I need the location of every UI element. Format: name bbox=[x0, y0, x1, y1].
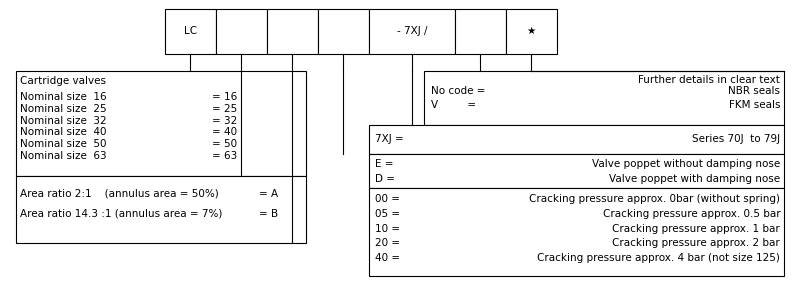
Text: No code =: No code = bbox=[431, 86, 486, 96]
Bar bbox=[369, 125, 784, 153]
Text: Nominal size  63: Nominal size 63 bbox=[20, 151, 106, 161]
Text: 10 =: 10 = bbox=[375, 224, 400, 233]
Bar bbox=[455, 9, 506, 54]
Text: = 40: = 40 bbox=[212, 128, 237, 137]
Bar bbox=[369, 9, 455, 54]
Bar bbox=[165, 9, 216, 54]
Text: Valve poppet without damping nose: Valve poppet without damping nose bbox=[592, 159, 780, 169]
Text: Nominal size  50: Nominal size 50 bbox=[20, 139, 106, 149]
Text: Valve poppet with damping nose: Valve poppet with damping nose bbox=[609, 173, 780, 184]
Bar bbox=[216, 9, 266, 54]
Text: = 50: = 50 bbox=[212, 139, 237, 149]
Text: Series 70J  to 79J: Series 70J to 79J bbox=[692, 134, 780, 144]
Text: D =: D = bbox=[375, 173, 395, 184]
Text: = 63: = 63 bbox=[212, 151, 237, 161]
Text: Cracking pressure approx. 2 bar: Cracking pressure approx. 2 bar bbox=[613, 238, 780, 248]
Text: FKM seals: FKM seals bbox=[729, 100, 780, 110]
Text: Nominal size  32: Nominal size 32 bbox=[20, 115, 106, 126]
Text: Nominal size  40: Nominal size 40 bbox=[20, 128, 106, 137]
Text: 05 =: 05 = bbox=[375, 209, 400, 219]
Text: Cracking pressure approx. 4 bar (not size 125): Cracking pressure approx. 4 bar (not siz… bbox=[538, 253, 780, 263]
Text: Cracking pressure approx. 1 bar: Cracking pressure approx. 1 bar bbox=[613, 224, 780, 233]
Text: 7XJ =: 7XJ = bbox=[375, 134, 404, 144]
Bar bbox=[506, 9, 557, 54]
Bar bbox=[423, 71, 784, 125]
Text: 20 =: 20 = bbox=[375, 238, 400, 248]
Text: = 32: = 32 bbox=[212, 115, 237, 126]
Text: = A: = A bbox=[259, 189, 278, 199]
Text: Nominal size  16: Nominal size 16 bbox=[20, 92, 106, 102]
Text: Nominal size  25: Nominal size 25 bbox=[20, 104, 106, 114]
Text: Area ratio 14.3 :1 (annulus area = 7%): Area ratio 14.3 :1 (annulus area = 7%) bbox=[20, 209, 222, 219]
Text: 00 =: 00 = bbox=[375, 194, 400, 204]
Text: = 25: = 25 bbox=[212, 104, 237, 114]
Text: 40 =: 40 = bbox=[375, 253, 400, 263]
Bar bbox=[16, 176, 306, 243]
Text: Area ratio 2:1    (annulus area = 50%): Area ratio 2:1 (annulus area = 50%) bbox=[20, 189, 218, 199]
Text: Cracking pressure approx. 0bar (without spring): Cracking pressure approx. 0bar (without … bbox=[530, 194, 780, 204]
Text: LC: LC bbox=[184, 26, 197, 36]
Bar bbox=[369, 153, 784, 188]
Text: Cracking pressure approx. 0.5 bar: Cracking pressure approx. 0.5 bar bbox=[602, 209, 780, 219]
Text: = 16: = 16 bbox=[212, 92, 237, 102]
Text: ★: ★ bbox=[526, 26, 536, 36]
Text: NBR seals: NBR seals bbox=[728, 86, 780, 96]
Text: - 7XJ /: - 7XJ / bbox=[397, 26, 427, 36]
Bar bbox=[318, 9, 369, 54]
Bar bbox=[266, 9, 318, 54]
Bar bbox=[369, 188, 784, 276]
Bar bbox=[16, 71, 306, 176]
Text: = B: = B bbox=[259, 209, 278, 219]
Text: Further details in clear text: Further details in clear text bbox=[638, 75, 780, 85]
Text: Cartridge valves: Cartridge valves bbox=[20, 76, 106, 86]
Text: V         =: V = bbox=[431, 100, 477, 110]
Text: E =: E = bbox=[375, 159, 394, 169]
